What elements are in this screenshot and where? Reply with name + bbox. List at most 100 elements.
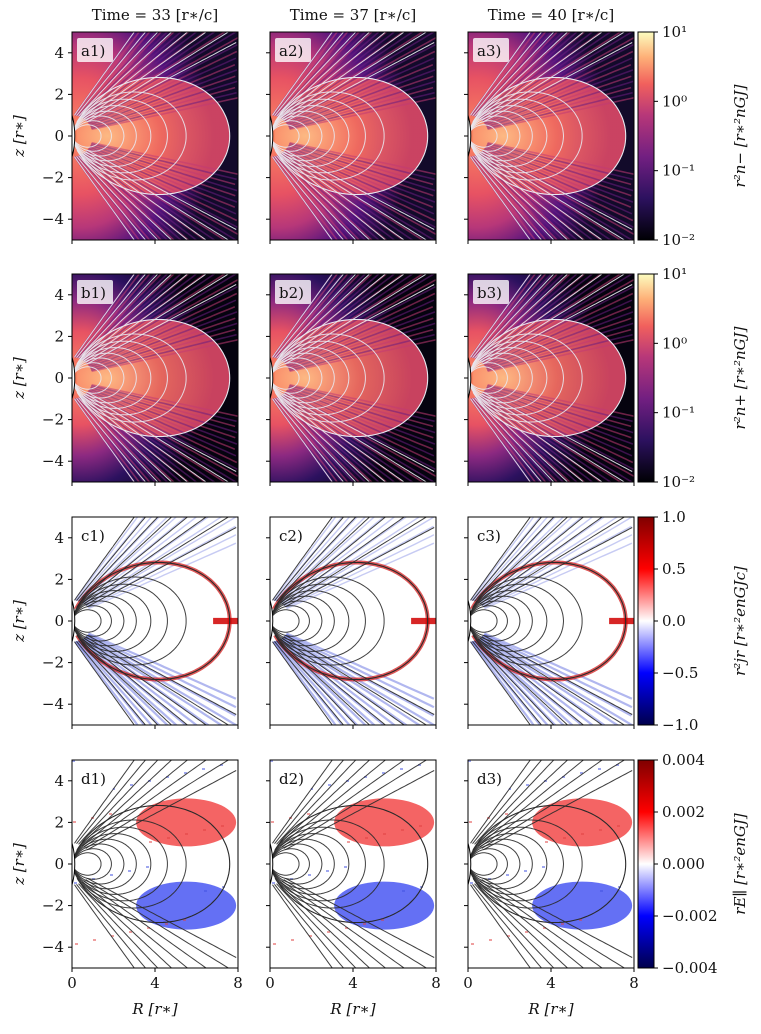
panel-label: c2) [279, 527, 303, 545]
noise-speck [308, 874, 311, 876]
current-streak-negative [470, 517, 535, 601]
closed-field-line [270, 600, 323, 642]
colorbar-tick-label: 0.5 [662, 560, 686, 578]
noise-speck [344, 866, 347, 868]
colorbar-tick-label: 10⁰ [662, 92, 687, 110]
open-field-line [83, 760, 207, 848]
plasma-streak [90, 386, 238, 434]
open-field-line [74, 32, 135, 116]
noise-speck [109, 813, 112, 815]
open-field-line [283, 393, 428, 482]
plasma-streak [77, 155, 157, 240]
open-field-line [85, 32, 230, 121]
y-tick-label: 2 [54, 327, 64, 345]
closed-field-line [468, 98, 565, 174]
open-field-line [472, 274, 543, 359]
current-streak-negative [480, 517, 619, 606]
open-field-line [276, 640, 357, 725]
open-field-line [74, 760, 135, 844]
plasma-streak [286, 57, 435, 125]
plasma-streak [90, 144, 238, 192]
closed-field-line [468, 347, 548, 409]
noise-speck [598, 768, 601, 770]
closed-field-line [270, 838, 335, 890]
open-field-line [284, 877, 435, 958]
noise-speck [469, 821, 472, 823]
open-field-line [276, 274, 357, 359]
plasma-streak [282, 32, 414, 121]
noise-speck [542, 866, 545, 868]
open-field-line [76, 32, 147, 117]
closed-field-line [468, 362, 508, 394]
colorbar-tick-label: 0.004 [662, 751, 705, 769]
noise-speck [524, 870, 527, 872]
plasma-streak [87, 391, 238, 471]
x-tick-label: 4 [546, 974, 556, 992]
colorbar-tick-label: 0.000 [662, 855, 705, 873]
plasma-streak [76, 155, 151, 240]
open-field-line [74, 884, 135, 968]
noise-speck [129, 931, 132, 933]
colorbar-tick-label: 0.0 [662, 612, 686, 630]
panel-a1: a1) [68, 31, 239, 244]
x-tick-label: 8 [233, 974, 243, 992]
separatrix-line [472, 561, 627, 681]
open-field-line [281, 274, 405, 362]
plasma-streak [482, 279, 634, 365]
plasma-streak [470, 274, 537, 358]
plasma-streak [274, 397, 349, 482]
plasma-streak [79, 32, 169, 118]
plasma-streak [483, 43, 634, 123]
open-field-line [479, 517, 603, 605]
plasma-streak [89, 75, 236, 127]
open-field-line [85, 393, 230, 482]
closed-field-line [468, 583, 565, 659]
closed-field-line [72, 340, 168, 416]
noise-speck [470, 882, 473, 884]
noise-speck [561, 923, 564, 925]
noise-speck [383, 833, 386, 835]
plasma-streak [88, 146, 236, 208]
plasma-streak [78, 274, 163, 359]
open-field-line [474, 517, 555, 602]
colorbar-tick-label: 0.002 [662, 803, 705, 821]
panel-label-box [77, 523, 113, 547]
noise-speck [291, 939, 294, 941]
open-field-line [476, 882, 569, 968]
closed-field-line [468, 124, 498, 148]
plasma-streak [288, 328, 434, 371]
colorbar [637, 516, 655, 726]
colorbar [637, 759, 655, 969]
plasma-streak [78, 397, 163, 482]
plasma-streak [474, 397, 559, 482]
plasma-streak [88, 389, 237, 457]
noise-speck [616, 764, 619, 766]
y-tick-label: −4 [42, 695, 64, 713]
panel-label: d3) [477, 770, 502, 788]
current-streak-negative [274, 640, 351, 725]
closed-field-line [468, 357, 521, 399]
open-field-line [482, 42, 633, 123]
plasma-streak [275, 32, 355, 117]
separatrix-line [274, 318, 429, 438]
x-tick-label: 0 [463, 974, 473, 992]
noise-speck [203, 829, 206, 831]
plasma-streak [477, 32, 578, 119]
closed-field-line [468, 843, 521, 885]
open-field-line [76, 155, 147, 240]
noise-speck [526, 784, 529, 786]
open-field-line [74, 398, 135, 482]
plasma-streak [86, 391, 238, 477]
noise-speck [185, 833, 188, 835]
open-field-line [481, 151, 626, 240]
plasma-streak [77, 397, 157, 482]
closed-field-line [468, 110, 533, 162]
plasma-streak [484, 57, 633, 125]
plasma-streak [275, 155, 355, 240]
y-tick-label: 0 [54, 127, 64, 145]
plasma-streak [485, 146, 634, 203]
closed-field-line [468, 609, 498, 633]
noise-speck [563, 837, 566, 839]
colorbar-tick-label: 10¹ [662, 265, 687, 283]
open-field-line [276, 883, 357, 968]
